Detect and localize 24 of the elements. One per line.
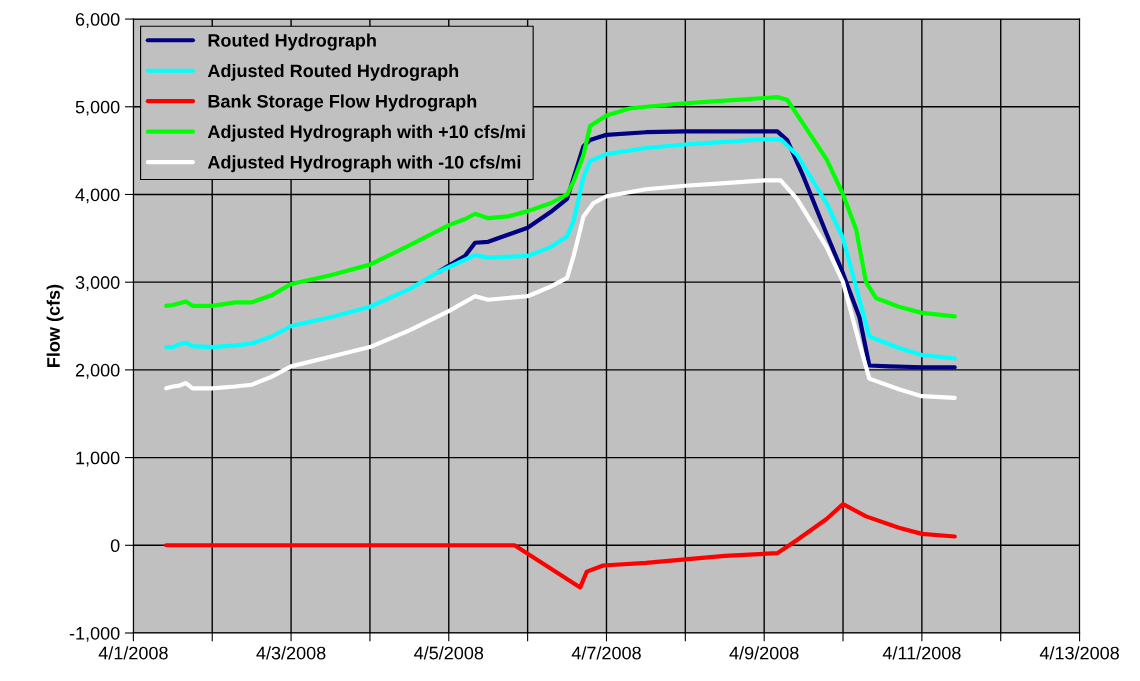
x-tick-label: 4/9/2008 bbox=[729, 646, 799, 660]
legend-label: Adjusted Hydrograph with -10 cfs/mi bbox=[207, 155, 521, 173]
y-tick-label: 5,000 bbox=[75, 100, 120, 116]
y-tick-label: 4,000 bbox=[75, 188, 120, 204]
x-tick-label: 4/13/2008 bbox=[1039, 646, 1119, 660]
x-tick-label: 4/7/2008 bbox=[571, 646, 641, 660]
y-tick-label: 3,000 bbox=[75, 276, 120, 292]
legend-label: Routed Hydrograph bbox=[208, 33, 376, 51]
x-tick-label: 4/3/2008 bbox=[256, 646, 326, 660]
legend-label: Adjusted Hydrograph with +10 cfs/mi bbox=[207, 124, 525, 142]
y-tick-label: 6,000 bbox=[75, 13, 120, 28]
line-series bbox=[164, 178, 957, 401]
y-axis-title: Flow (cfs) bbox=[46, 284, 64, 367]
x-tick-label: 4/1/2008 bbox=[98, 646, 168, 660]
legend-label: Bank Storage Flow Hydrograph bbox=[208, 94, 477, 112]
x-tick-label: 4/5/2008 bbox=[414, 646, 484, 660]
line-series bbox=[164, 501, 957, 590]
y-tick-label: 1,000 bbox=[76, 451, 120, 467]
legend-label: Adjusted Routed Hydrograph bbox=[207, 63, 459, 81]
line-series bbox=[164, 95, 957, 319]
x-tick-label: 4/11/2008 bbox=[882, 646, 961, 660]
y-tick-label: 2,000 bbox=[75, 363, 120, 379]
y-tick-label: -1,000 bbox=[69, 626, 120, 642]
y-tick-label: 0 bbox=[110, 539, 120, 553]
